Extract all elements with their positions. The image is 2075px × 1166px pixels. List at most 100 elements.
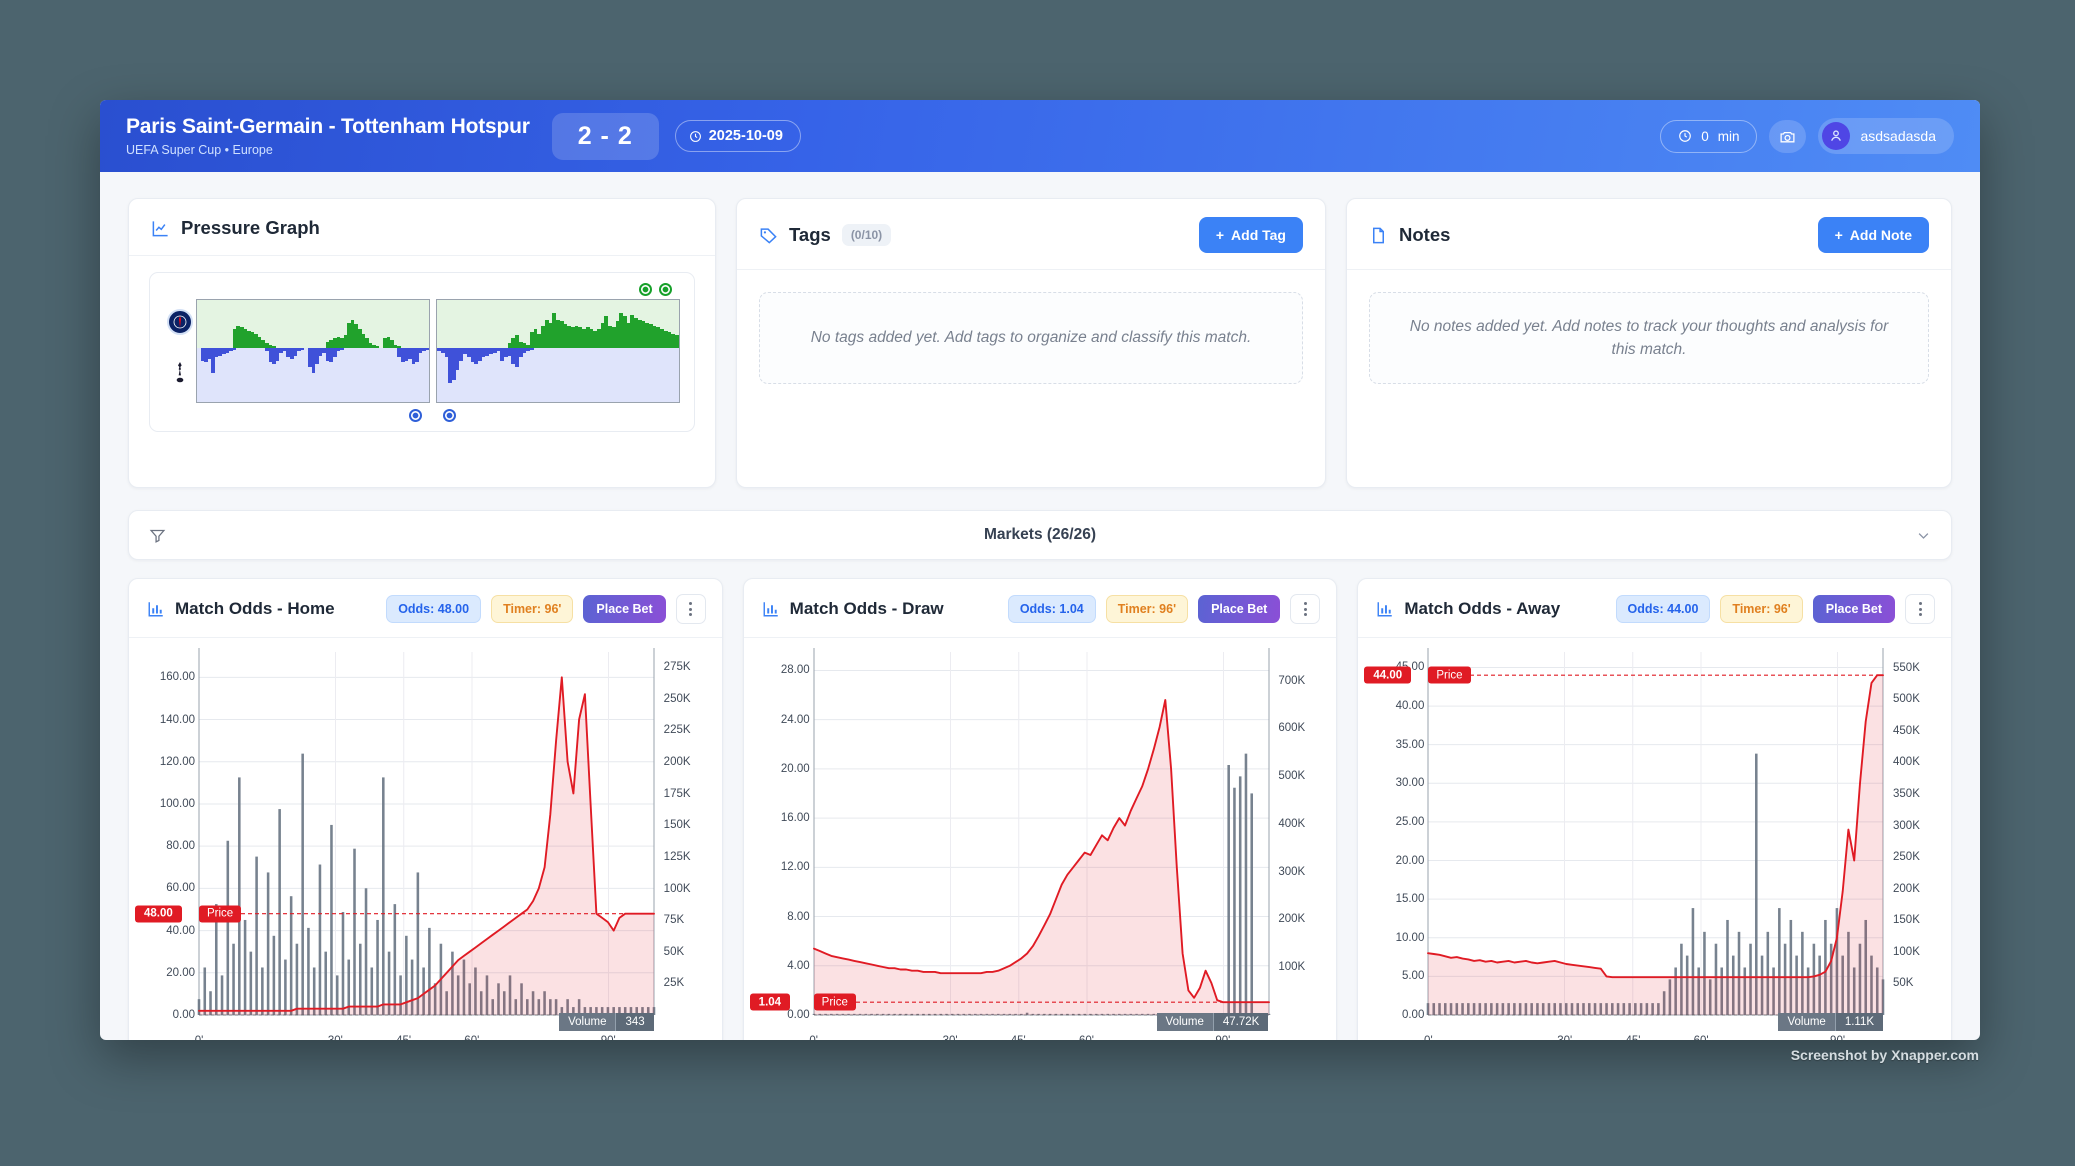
y-tick-right: 150K	[663, 819, 691, 832]
pressure-bar	[307, 300, 312, 402]
y-tick-right: 250K	[663, 692, 691, 705]
pressure-bar	[589, 300, 594, 402]
market-timer-badge: Timer: 96'	[1720, 595, 1803, 623]
pressure-bar	[474, 300, 478, 402]
pressure-bar	[322, 300, 326, 402]
pressure-bar	[250, 300, 255, 402]
x-tick: 0'	[195, 1035, 204, 1040]
pressure-bar	[361, 300, 366, 402]
bar-chart-icon	[1376, 600, 1394, 618]
odds-badge: Odds: 1.04	[1007, 595, 1096, 623]
add-note-button[interactable]: + Add Note	[1817, 217, 1929, 253]
screenshot-button[interactable]	[1769, 119, 1807, 153]
pressure-bar	[282, 300, 287, 402]
pressure-bar	[671, 300, 676, 402]
pressure-bar	[645, 300, 650, 402]
y-tick-left: 60.00	[166, 882, 195, 895]
pressure-plot	[196, 283, 680, 422]
pressure-bar	[511, 300, 516, 402]
pressure-bar	[552, 300, 557, 402]
markets-toolbar[interactable]: Markets (26/26)	[128, 510, 1952, 560]
add-tag-button[interactable]: + Add Tag	[1198, 217, 1303, 253]
pressure-bar	[393, 300, 398, 402]
pressure-bar	[444, 300, 449, 402]
y-tick-right: 75K	[663, 914, 685, 927]
x-tick: 60'	[1694, 1035, 1709, 1040]
camera-icon	[1779, 128, 1796, 145]
match-date-label: 2025-10-09	[708, 128, 783, 144]
kebab-dot	[1918, 607, 1922, 611]
volume-badge: Volume 1.11K	[1778, 1013, 1884, 1031]
volume-badge: Volume 47.72K	[1156, 1013, 1269, 1031]
timer-unit: min	[1717, 128, 1740, 144]
notes-card: Notes + Add Note No notes added yet. Add…	[1346, 198, 1952, 488]
kebab-dot	[689, 602, 693, 605]
pressure-bar	[404, 300, 409, 402]
y-tick-left: 140.00	[159, 713, 195, 726]
pressure-bar	[332, 300, 337, 402]
pressure-bar	[365, 300, 369, 402]
user-menu[interactable]: asdsadasda	[1818, 118, 1954, 154]
x-tick: 45'	[396, 1035, 411, 1040]
pressure-bar	[318, 300, 323, 402]
x-axis: 0' 30' 45' 60' 90'	[809, 1035, 1269, 1040]
place-bet-button[interactable]: Place Bet	[583, 595, 666, 623]
market-menu-button[interactable]	[1290, 594, 1321, 624]
pressure-bar	[544, 300, 549, 402]
score-badge: 2 - 2	[551, 112, 659, 160]
y-tick-right: 150K	[1893, 914, 1920, 927]
market-title: Match Odds - Home	[175, 599, 335, 618]
y-tick-left: 40.00	[166, 924, 195, 937]
pressure-bar	[448, 300, 452, 402]
chevron-down-icon[interactable]	[1916, 528, 1931, 543]
pressure-bar	[279, 300, 283, 402]
market-menu-button[interactable]	[675, 594, 706, 624]
price-marker-label: Price	[813, 993, 856, 1011]
pressure-bar	[663, 300, 668, 402]
pressure-bar	[656, 300, 661, 402]
pressure-bar	[608, 300, 612, 402]
volume-label: Volume	[1156, 1013, 1214, 1031]
pressure-card-title: Pressure Graph	[181, 217, 320, 238]
place-bet-button[interactable]: Place Bet	[1198, 595, 1281, 623]
pressure-bar	[311, 300, 316, 402]
y-axis-right: 25K 50K 75K 100K 125K 150K 175K 200K 225K 250K 275…	[658, 652, 718, 1015]
x-tick: 30'	[328, 1035, 343, 1040]
top-cards-row: Pressure Graph	[100, 172, 1980, 488]
market-chart[interactable]: 0.00 20.00 40.00 60.00 80.00 100.00 120.00 140.…	[129, 638, 722, 1040]
notes-empty-state: No notes added yet. Add notes to track y…	[1369, 292, 1929, 384]
pressure-bar	[630, 300, 635, 402]
market-menu-button[interactable]	[1905, 594, 1936, 624]
pressure-bar	[272, 300, 276, 402]
chart-canvas	[812, 648, 1270, 1016]
y-tick-right: 100K	[1893, 945, 1920, 958]
pressure-bar	[470, 300, 475, 402]
kebab-dot	[689, 607, 693, 611]
y-tick-right: 100K	[1278, 961, 1306, 974]
pressure-bar	[567, 300, 571, 402]
volume-label: Volume	[1778, 1013, 1836, 1031]
market-chart[interactable]: 0.00 5.00 10.00 15.00 20.00 25.00 30.00 35.00 40…	[1358, 638, 1951, 1040]
pressure-bar	[596, 300, 601, 402]
pressure-bar	[383, 300, 387, 402]
y-tick-left: 100.00	[159, 797, 195, 810]
pressure-bar	[481, 300, 486, 402]
pressure-bar	[300, 300, 305, 402]
place-bet-button[interactable]: Place Bet	[1812, 595, 1896, 623]
pressure-bar	[426, 300, 430, 402]
market-title: Match Odds - Away	[1404, 599, 1561, 618]
kebab-dot	[689, 613, 693, 616]
y-axis-left: 0.00 5.00 10.00 15.00 20.00 25.00 30.00 35.00 40…	[1364, 652, 1425, 1021]
market-chart[interactable]: 0.00 4.00 8.00 12.00 16.00 20.00 24.00 28.00 10…	[744, 638, 1337, 1040]
tags-card-header: Tags (0/10) + Add Tag	[737, 199, 1325, 270]
market-card: Match Odds - Home Odds: 48.00 Timer: 96'…	[128, 578, 723, 1040]
match-header-left: Paris Saint-Germain - Tottenham Hotspur …	[126, 115, 530, 157]
x-tick: 30'	[1557, 1035, 1572, 1040]
pressure-bar	[247, 300, 251, 402]
filter-icon[interactable]	[149, 527, 166, 544]
volume-value: 343	[616, 1013, 654, 1031]
y-tick-left: 0.00	[787, 1009, 810, 1021]
pressure-bar	[667, 300, 672, 402]
pressure-bar	[574, 300, 579, 402]
pressure-bar	[268, 300, 273, 402]
